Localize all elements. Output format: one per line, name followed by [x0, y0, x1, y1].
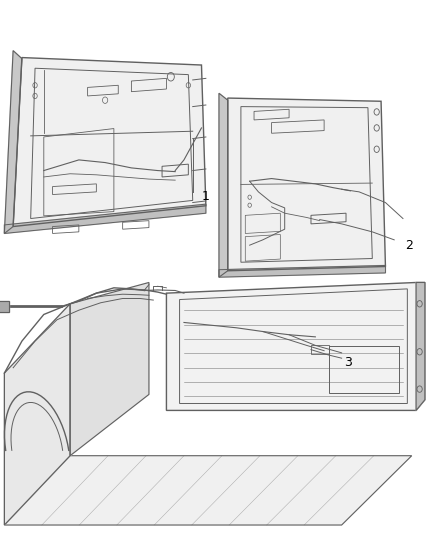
Polygon shape [416, 282, 425, 410]
Text: 2: 2 [405, 239, 413, 252]
Polygon shape [0, 301, 9, 312]
Text: 3: 3 [344, 356, 352, 369]
Polygon shape [4, 51, 22, 233]
Polygon shape [4, 456, 412, 525]
Polygon shape [70, 282, 149, 456]
Polygon shape [4, 204, 206, 233]
Text: 1: 1 [201, 190, 209, 203]
Polygon shape [228, 98, 385, 271]
Polygon shape [219, 93, 228, 277]
Polygon shape [219, 265, 385, 277]
Polygon shape [4, 304, 70, 525]
Polygon shape [166, 282, 425, 410]
Polygon shape [13, 58, 206, 227]
